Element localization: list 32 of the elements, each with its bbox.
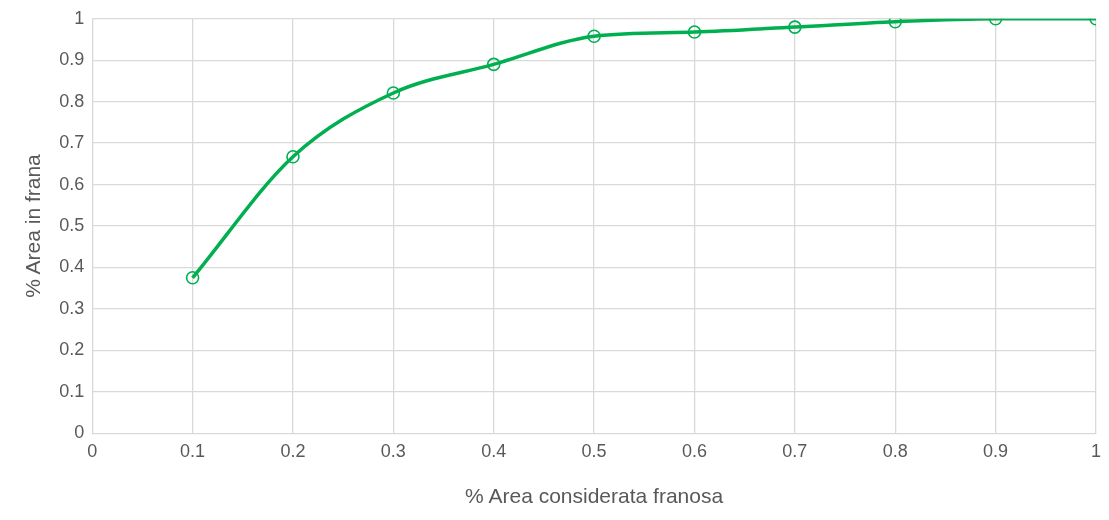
- x-tick-label: 0.5: [581, 440, 607, 461]
- x-tick-label: 0.6: [681, 440, 707, 461]
- x-tick-label: 0.3: [380, 440, 406, 461]
- x-tick-label: 0.9: [983, 440, 1009, 461]
- y-tick-label: 0.4: [59, 256, 85, 277]
- y-tick-label: 0.1: [59, 380, 85, 401]
- y-axis-title: % Area in frana: [21, 153, 45, 298]
- y-tick-label: 0.5: [59, 214, 85, 235]
- x-tick-label: 0: [87, 440, 98, 461]
- x-tick-label: 0.2: [280, 440, 306, 461]
- x-tick-label: 0.4: [481, 440, 507, 461]
- point: [788, 20, 802, 34]
- y-tick-label: 1: [74, 7, 85, 28]
- x-tick-label: 0.7: [782, 440, 808, 461]
- point: [888, 18, 903, 29]
- point: [687, 25, 702, 39]
- y-tick-label: 0.3: [59, 297, 85, 318]
- x-tick-label: 1: [1090, 440, 1101, 461]
- point: [386, 86, 401, 100]
- y-tick-label: 0.7: [59, 132, 85, 153]
- point: [286, 149, 300, 164]
- point: [185, 271, 200, 285]
- y-tick-label: 0: [74, 422, 85, 443]
- x-tick-label: 0.1: [180, 440, 206, 461]
- y-tick-label: 0.6: [59, 173, 85, 194]
- x-axis-title: % Area considerata franosa: [465, 484, 724, 508]
- y-tick-label: 0.2: [59, 339, 85, 360]
- point: [587, 29, 601, 44]
- point: [486, 57, 501, 72]
- y-tick-label: 0.9: [59, 49, 85, 70]
- x-tick-label: 0.8: [882, 440, 908, 461]
- y-tick-label: 0.8: [59, 90, 85, 111]
